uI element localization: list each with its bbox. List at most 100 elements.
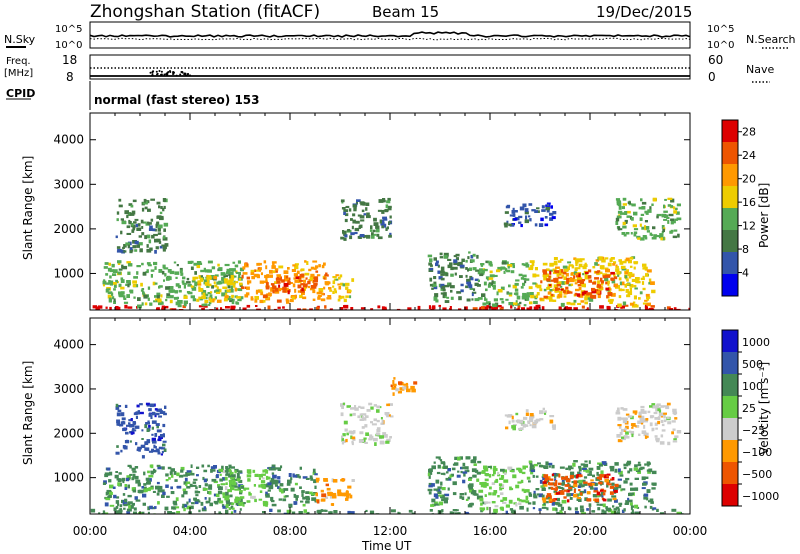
velocity-cell — [528, 418, 532, 422]
velocity-cell — [104, 512, 109, 514]
velocity-cell — [156, 425, 159, 429]
velocity-cell — [373, 404, 377, 407]
velocity-cell — [130, 418, 133, 422]
power-cell — [553, 279, 559, 283]
power-cell — [645, 293, 650, 297]
power-cell — [352, 219, 356, 224]
power-colorbar-tick-label: 12 — [742, 220, 756, 233]
velocity-cell — [491, 474, 495, 477]
power-cell — [554, 270, 557, 273]
power-cell — [646, 302, 651, 307]
velocity-cell — [568, 487, 573, 490]
velocity-cell — [109, 471, 113, 476]
velocity-cell — [676, 430, 682, 434]
velocity-cell — [350, 511, 355, 514]
power-cell — [517, 306, 520, 310]
velocity-cell — [344, 428, 348, 432]
power-cell — [344, 213, 349, 217]
power-cell — [450, 289, 453, 293]
power-cell — [581, 291, 585, 296]
velocity-cell — [398, 512, 401, 514]
power-cell — [159, 211, 163, 215]
power-cell — [540, 280, 543, 284]
velocity-cell — [261, 473, 266, 476]
power-cell — [466, 298, 471, 302]
power-cell — [491, 280, 494, 284]
power-cell — [470, 259, 475, 263]
power-cell — [154, 228, 157, 232]
velocity-cell — [404, 386, 409, 389]
power-cell — [157, 298, 162, 303]
velocity-cell — [279, 483, 284, 487]
power-cell — [618, 259, 622, 262]
power-cell — [640, 198, 643, 202]
velocity-cell — [216, 474, 219, 478]
velocity-cell — [573, 489, 576, 493]
velocity-cell — [166, 495, 170, 498]
power-cell — [474, 278, 479, 281]
power-cell — [140, 219, 144, 224]
power-cell — [325, 272, 328, 275]
power-cell — [207, 292, 212, 295]
velocity-cell — [497, 471, 500, 476]
power-cell — [464, 306, 468, 310]
power-cell — [591, 287, 595, 292]
velocity-cell — [491, 512, 496, 514]
power-cell — [180, 272, 183, 276]
power-cell — [154, 250, 157, 254]
velocity-cell — [170, 491, 175, 495]
velocity-cell — [462, 462, 466, 467]
velocity-cell — [270, 500, 275, 503]
power-cell — [136, 265, 141, 268]
power-cell — [307, 285, 311, 289]
power-region-9 — [477, 260, 531, 308]
power-cell — [428, 305, 431, 309]
velocity-cell — [637, 463, 642, 467]
power-cell — [596, 263, 600, 266]
velocity-cell — [137, 489, 142, 493]
velocity-cell — [515, 503, 518, 507]
velocity-cell — [516, 467, 520, 471]
velocity-cell — [544, 412, 547, 415]
velocity-cell — [631, 509, 634, 514]
power-cell — [439, 256, 444, 259]
power-cell — [242, 272, 248, 275]
power-cell — [127, 271, 131, 275]
power-cell — [156, 292, 161, 297]
power-cell — [407, 307, 412, 310]
power-cell — [557, 260, 562, 263]
velocity-cell — [115, 403, 119, 408]
velocity-cell — [351, 436, 356, 440]
power-cell — [200, 275, 203, 278]
velocity-cell — [246, 474, 252, 478]
power-colorbar-tick-label: 24 — [742, 149, 756, 162]
power-cell — [259, 280, 264, 284]
velocity-cell — [471, 459, 477, 464]
velocity-cell — [573, 460, 578, 463]
velocity-cell — [542, 481, 547, 484]
power-cell — [126, 232, 132, 235]
velocity-cell — [517, 481, 522, 484]
power-cell — [361, 209, 365, 213]
power-cell — [488, 277, 494, 280]
power-cell — [641, 226, 645, 230]
power-cell — [602, 275, 607, 279]
power-cell — [323, 286, 326, 290]
power-cell — [438, 283, 441, 288]
velocity-cell — [651, 403, 656, 407]
power-cell — [310, 266, 315, 270]
velocity-cell — [593, 490, 599, 493]
power-cell — [155, 246, 159, 250]
velocity-cell — [547, 495, 551, 499]
power-cell — [564, 306, 568, 310]
power-cell — [207, 260, 213, 264]
velocity-cell — [504, 472, 507, 475]
power-cell — [528, 267, 534, 271]
velocity-cell — [211, 478, 217, 482]
power-cell — [502, 260, 507, 263]
velocity-cell — [508, 466, 511, 471]
velocity-cell — [435, 479, 440, 484]
power-cell — [347, 289, 352, 293]
velocity-cell — [176, 472, 180, 477]
velocity-cell — [106, 467, 111, 471]
